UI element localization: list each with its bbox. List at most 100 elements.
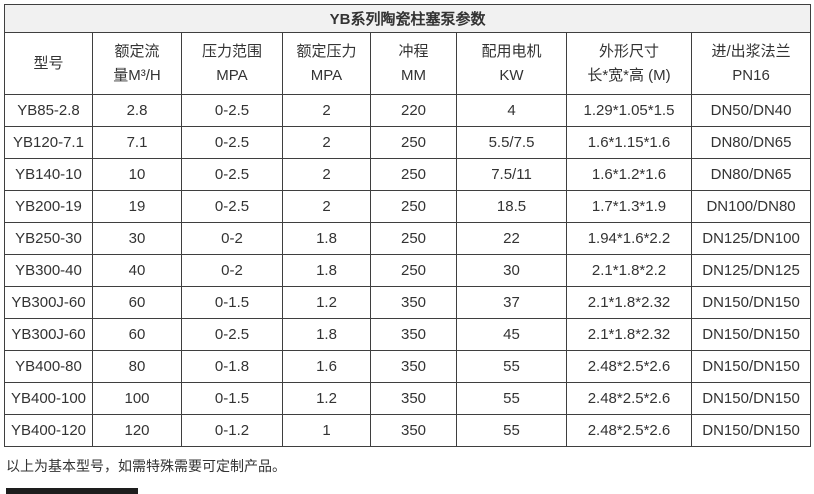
table-cell: 250 xyxy=(370,190,457,223)
column-header: 额定流 量M³/H xyxy=(92,32,182,95)
table-cell: 1.6 xyxy=(282,350,371,383)
table-cell: 0-2.5 xyxy=(181,158,283,191)
table-cell: 40 xyxy=(92,254,182,287)
cutoff-element xyxy=(6,488,138,494)
table-cell: 250 xyxy=(370,158,457,191)
table-cell: 4 xyxy=(456,94,567,127)
table-cell: DN150/DN150 xyxy=(690,414,812,447)
table-cell: 1 xyxy=(282,414,371,447)
table-cell: YB400-100 xyxy=(4,382,93,415)
table-cell: 250 xyxy=(370,254,457,287)
table-cell: 120 xyxy=(92,414,182,447)
table-cell: DN150/DN150 xyxy=(690,382,812,415)
table-cell: YB400-80 xyxy=(4,350,93,383)
table-row: YB400-100 100 0-1.5 1.2 350 55 2.48*2.5*2.6 DN1… xyxy=(4,382,812,415)
table-cell: 2 xyxy=(282,190,371,223)
table-cell: 55 xyxy=(456,382,567,415)
table-cell: 350 xyxy=(370,414,457,447)
table-cell: DN150/DN150 xyxy=(690,286,812,319)
table-cell: 1.29*1.05*1.5 xyxy=(566,94,692,127)
table-body: YB85-2.8 2.8 0-2.5 2 220 4 1.29*1.05*1.5 DN50/D… xyxy=(4,94,812,447)
table-row: YB400-80 80 0-1.8 1.6 350 55 2.48*2.5*2.6 DN150… xyxy=(4,350,812,383)
table-cell: 55 xyxy=(456,350,567,383)
table-cell: 10 xyxy=(92,158,182,191)
table-cell: 0-1.2 xyxy=(181,414,283,447)
table-cell: DN125/DN125 xyxy=(690,254,812,287)
column-header: 配用电机 KW xyxy=(456,32,567,95)
table-cell: 2 xyxy=(282,94,371,127)
table-cell: 55 xyxy=(456,414,567,447)
table-cell: YB300J-60 xyxy=(4,318,93,351)
table-cell: 0-2.5 xyxy=(181,94,283,127)
footer-note: 以上为基本型号，如需特殊需要可定制产品。 xyxy=(6,458,286,474)
table-cell: 250 xyxy=(370,222,457,255)
table-row: YB200-19 19 0-2.5 2 250 18.5 1.7*1.3*1.9 DN100/… xyxy=(4,190,812,223)
table-title: YB系列陶瓷柱塞泵参数 xyxy=(3,4,812,33)
table-cell: DN125/DN100 xyxy=(690,222,812,255)
table-cell: 2.1*1.8*2.32 xyxy=(566,318,692,351)
table-cell: 22 xyxy=(456,222,567,255)
table-cell: 220 xyxy=(370,94,457,127)
table-cell: YB400-120 xyxy=(4,414,93,447)
column-header: 进/出浆法兰 PN16 xyxy=(690,32,812,95)
table-row: YB300J-60 60 0-1.5 1.2 350 37 2.1*1.8*2.32 DN15… xyxy=(4,286,812,319)
table-cell: 350 xyxy=(370,382,457,415)
table-cell: 19 xyxy=(92,190,182,223)
table-cell: YB120-7.1 xyxy=(4,126,93,159)
table-cell: 0-1.5 xyxy=(181,382,283,415)
pump-spec-table: YB系列陶瓷柱塞泵参数 型号 额定流 量M³/H 压力范围 MPA 额定压力 MPA 冲程 MM… xyxy=(3,4,812,447)
column-header: 压力范围 MPA xyxy=(181,32,283,95)
table-cell: 7.1 xyxy=(92,126,182,159)
table-row: YB250-30 30 0-2 1.8 250 22 1.94*1.6*2.2 DN125/D… xyxy=(4,222,812,255)
table-cell: YB140-10 xyxy=(4,158,93,191)
table-cell: 0-1.5 xyxy=(181,286,283,319)
table-cell: DN50/DN40 xyxy=(690,94,812,127)
table-cell: 1.6*1.2*1.6 xyxy=(566,158,692,191)
table-cell: YB300J-60 xyxy=(4,286,93,319)
table-row: YB140-10 10 0-2.5 2 250 7.5/11 1.6*1.2*1.6 DN80… xyxy=(4,158,812,191)
table-cell: 0-2 xyxy=(181,254,283,287)
table-title-row: YB系列陶瓷柱塞泵参数 xyxy=(3,4,812,33)
table-header-row: 型号 额定流 量M³/H 压力范围 MPA 额定压力 MPA 冲程 MM 配用电机 KW 外形尺寸 长*… xyxy=(4,32,812,95)
table-cell: 80 xyxy=(92,350,182,383)
table-cell: 2.48*2.5*2.6 xyxy=(566,382,692,415)
table-cell: 30 xyxy=(456,254,567,287)
table-cell: 250 xyxy=(370,126,457,159)
table-cell: 2.48*2.5*2.6 xyxy=(566,350,692,383)
table-cell: 5.5/7.5 xyxy=(456,126,567,159)
table-cell: 1.7*1.3*1.9 xyxy=(566,190,692,223)
table-cell: 0-2.5 xyxy=(181,126,283,159)
table-cell: 350 xyxy=(370,318,457,351)
table-cell: 350 xyxy=(370,286,457,319)
table-cell: 2.1*1.8*2.32 xyxy=(566,286,692,319)
table-row: YB85-2.8 2.8 0-2.5 2 220 4 1.29*1.05*1.5 DN50/D… xyxy=(4,94,812,127)
table-cell: 1.2 xyxy=(282,286,371,319)
table-cell: YB250-30 xyxy=(4,222,93,255)
column-header: 额定压力 MPA xyxy=(282,32,371,95)
table-cell: 0-2.5 xyxy=(181,190,283,223)
table-cell: YB300-40 xyxy=(4,254,93,287)
table-cell: 2.48*2.5*2.6 xyxy=(566,414,692,447)
table-cell: DN80/DN65 xyxy=(690,158,812,191)
table-cell: YB200-19 xyxy=(4,190,93,223)
table-cell: 60 xyxy=(92,318,182,351)
table-row: YB400-120 120 0-1.2 1 350 55 2.48*2.5*2.6 DN150… xyxy=(4,414,812,447)
table-cell: YB85-2.8 xyxy=(4,94,93,127)
table-cell: 1.8 xyxy=(282,254,371,287)
table-cell: 350 xyxy=(370,350,457,383)
table-cell: 1.8 xyxy=(282,318,371,351)
table-cell: 2.1*1.8*2.2 xyxy=(566,254,692,287)
table-cell: 30 xyxy=(92,222,182,255)
table-cell: 18.5 xyxy=(456,190,567,223)
table-cell: 0-2 xyxy=(181,222,283,255)
table-cell: DN100/DN80 xyxy=(690,190,812,223)
table-row: YB120-7.1 7.1 0-2.5 2 250 5.5/7.5 1.6*1.15*1.6… xyxy=(4,126,812,159)
table-cell: 60 xyxy=(92,286,182,319)
table-cell: DN150/DN150 xyxy=(690,350,812,383)
table-cell: 1.2 xyxy=(282,382,371,415)
table-cell: 0-2.5 xyxy=(181,318,283,351)
column-header: 冲程 MM xyxy=(370,32,457,95)
table-cell: 1.6*1.15*1.6 xyxy=(566,126,692,159)
table-cell: 2.8 xyxy=(92,94,182,127)
